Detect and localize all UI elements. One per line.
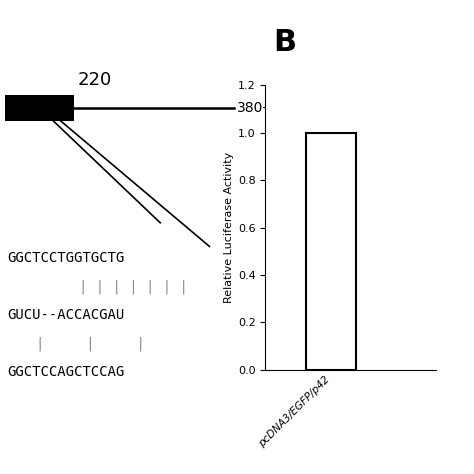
- Text: GUCU--ACCACGAU: GUCU--ACCACGAU: [8, 308, 125, 322]
- Text: 380-3': 380-3': [237, 101, 281, 115]
- Text: B: B: [273, 28, 296, 57]
- Text: | | | | | | |: | | | | | | |: [79, 280, 188, 294]
- Y-axis label: Relative Luciferase Activity: Relative Luciferase Activity: [224, 152, 234, 303]
- Text: GGCTCCTGGTGCTG: GGCTCCTGGTGCTG: [8, 251, 125, 265]
- Text: GGCTCCAGCTCCAG: GGCTCCAGCTCCAG: [8, 365, 125, 379]
- Text: 220: 220: [78, 71, 112, 89]
- Text: |     |     |: | | |: [36, 337, 145, 351]
- Bar: [5, 95, 74, 121]
- Bar: [306, 133, 356, 370]
